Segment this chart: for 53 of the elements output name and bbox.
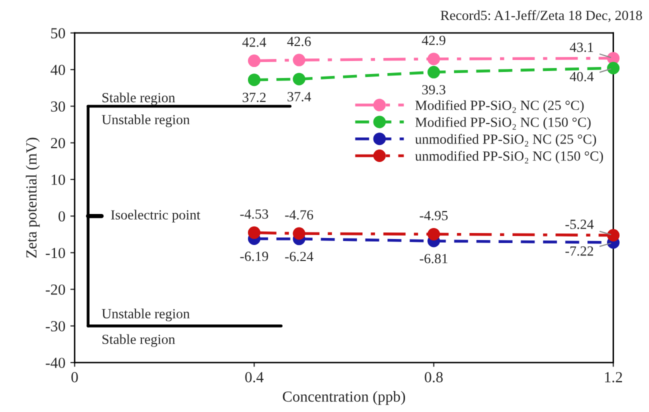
point	[248, 74, 260, 86]
x-tick-label: 0.4	[245, 372, 264, 382]
annotation: Unstable region	[102, 308, 190, 322]
data-label: 40.4	[570, 72, 594, 82]
data-label: 42.9	[422, 36, 446, 46]
legend-label: unmodified PP-SiO₂ NC (25 °C)	[415, 134, 596, 147]
text: Record5: A1-Jeff/Zeta 18 Dec, 2018	[440, 10, 642, 22]
data-label: -6.19	[240, 252, 268, 262]
annotation: Stable region	[102, 92, 176, 106]
data-label: 37.4	[288, 92, 312, 102]
y-tick-label: -10	[46, 248, 66, 258]
point	[292, 72, 306, 86]
y-tick-label: 30	[51, 101, 66, 112]
y-tick-label: -40	[46, 358, 66, 368]
point	[607, 229, 620, 242]
y-tick-label: 50	[51, 28, 66, 38]
x-axis-title: Concentration (ppb)	[282, 391, 406, 405]
data-label: -4.76	[285, 210, 314, 220]
annotation: Unstable region	[102, 114, 190, 128]
x-tick-label: 0	[71, 372, 78, 382]
legend-label: Modified PP-SiO₂ NC (150 °C)	[415, 117, 591, 130]
point	[428, 228, 440, 240]
data-label: 42.6	[287, 36, 311, 46]
y-tick-label: 0	[58, 211, 66, 222]
data-label: -4.95	[420, 210, 448, 220]
point	[292, 54, 306, 66]
data-label: 39.3	[422, 85, 446, 94]
point	[428, 52, 440, 66]
annotation: Isoelectric point	[111, 210, 200, 222]
data-label: -6.24	[285, 252, 314, 262]
data-label: 43.1	[570, 42, 594, 52]
x-tick-label: 1.2	[605, 372, 622, 382]
point	[292, 227, 306, 240]
data-label: -6.81	[420, 254, 448, 264]
y-tick-label: -30	[46, 321, 66, 332]
data-label: 42.4	[242, 38, 266, 47]
annotation: Stable region	[102, 334, 176, 347]
data-label: -4.53	[240, 209, 268, 219]
y-tick-label: 40	[50, 64, 66, 76]
point	[248, 226, 260, 239]
point	[248, 54, 260, 68]
data-label: -7.22	[565, 246, 594, 256]
data-label: 37.2	[242, 92, 266, 102]
y-tick-label: -20	[46, 284, 66, 295]
y-tick-label: 20	[51, 138, 66, 148]
point	[428, 66, 440, 78]
point	[607, 62, 620, 74]
legend-label: Modified PP-SiO₂ NC (25 °C)	[415, 100, 584, 113]
x-tick-label: 0.8	[424, 372, 443, 382]
legend-label: unmodified PP-SiO₂ NC (150 °C)	[415, 150, 603, 164]
y-axis-title: Zeta potential (mV)	[26, 138, 40, 258]
y-tick-label: 10	[52, 174, 66, 185]
data-label: -5.24	[565, 220, 594, 230]
